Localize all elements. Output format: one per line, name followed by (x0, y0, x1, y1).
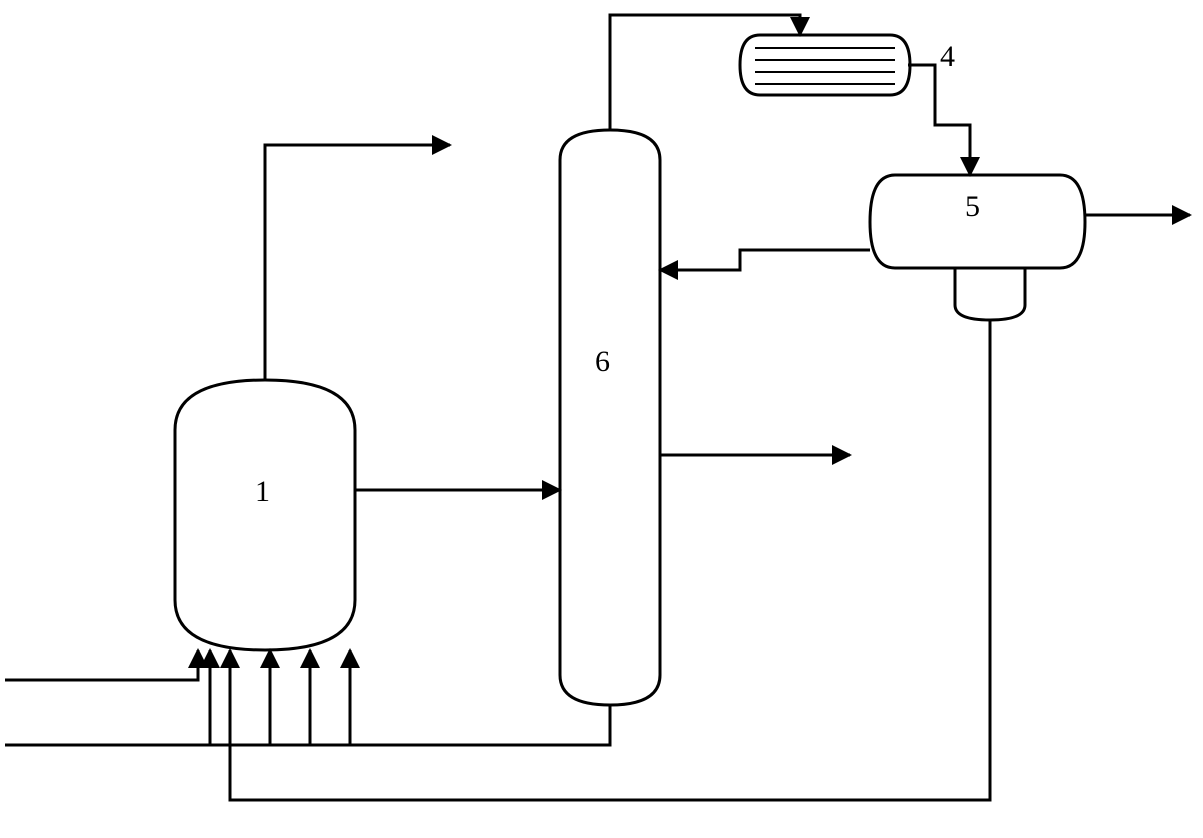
pipe-hx-to-drum (908, 65, 970, 175)
diagram-svg (0, 0, 1203, 838)
column-6 (560, 130, 660, 705)
pipe-v1-top-out (265, 145, 450, 380)
vessel-1 (175, 380, 355, 650)
pipe-feed-1 (5, 650, 198, 680)
label-6: 6 (595, 345, 610, 379)
label-4: 4 (940, 40, 955, 74)
pipe-reflux (660, 250, 870, 270)
label-1: 1 (255, 475, 270, 509)
process-flow-diagram: 1 4 5 6 (0, 0, 1203, 838)
heat-exchanger-4 (740, 35, 910, 95)
label-5: 5 (965, 190, 980, 224)
